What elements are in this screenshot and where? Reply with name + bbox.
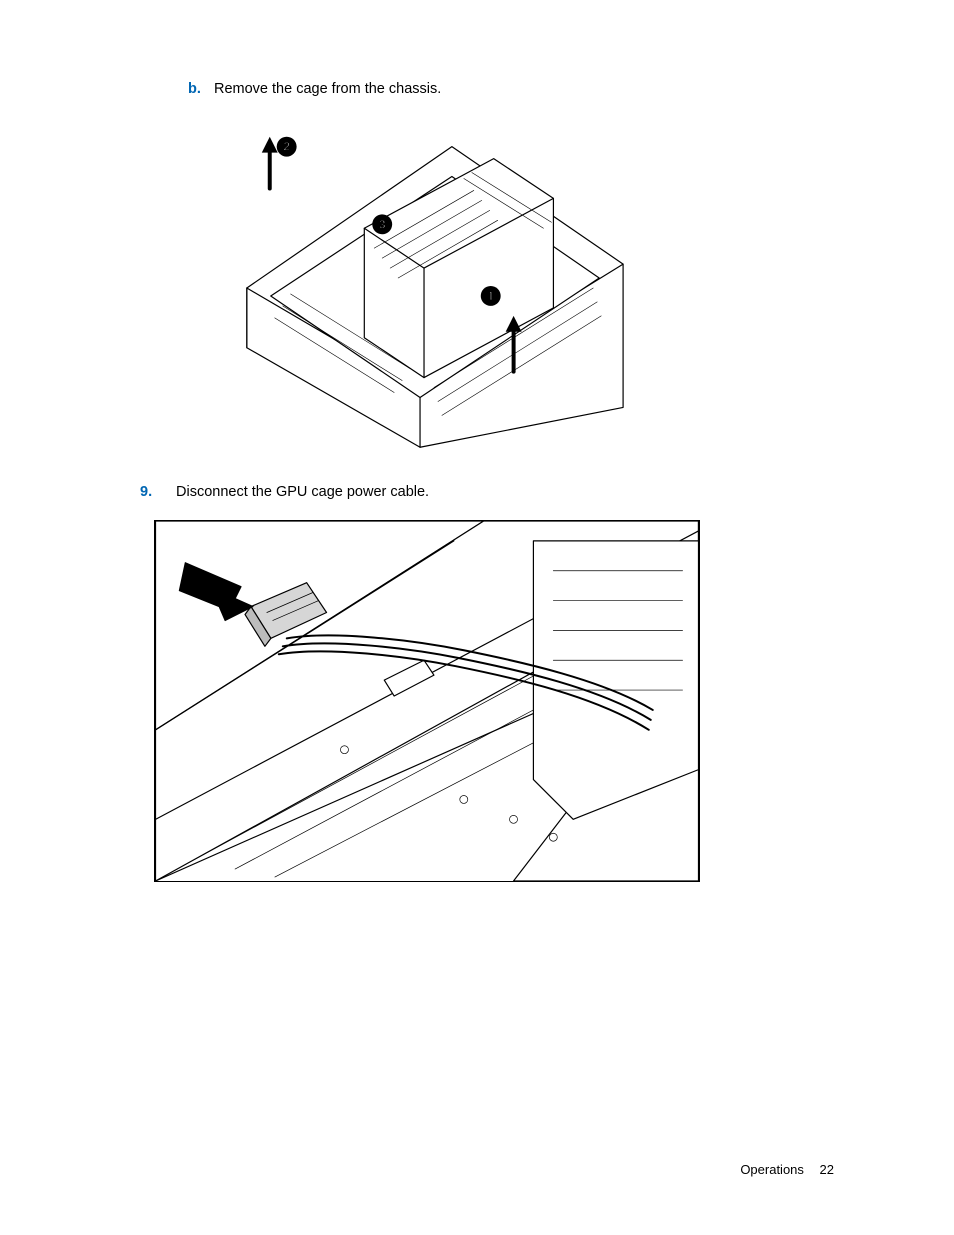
footer-section: Operations <box>740 1162 804 1177</box>
svg-text:1: 1 <box>487 288 494 302</box>
step-9-number: 9. <box>140 484 176 500</box>
step-b: b. Remove the cage from the chassis. <box>188 80 834 100</box>
page-footer: Operations 22 <box>740 1162 834 1177</box>
figure-gpu-cable-disconnect <box>154 520 700 882</box>
step-9-text: Disconnect the GPU cage power cable. <box>176 483 429 503</box>
svg-text:3: 3 <box>379 217 386 231</box>
page: b. Remove the cage from the chassis. <box>0 0 954 1235</box>
figure-chassis-cage-removal: 2 3 1 <box>214 118 644 453</box>
step-b-text: Remove the cage from the chassis. <box>214 80 441 100</box>
step-9: 9. Disconnect the GPU cage power cable. <box>140 483 834 503</box>
step-b-letter: b. <box>188 81 214 97</box>
footer-page-number: 22 <box>820 1162 834 1177</box>
cable-svg <box>155 521 699 881</box>
svg-text:2: 2 <box>283 139 290 153</box>
chassis-svg: 2 3 1 <box>215 118 643 453</box>
